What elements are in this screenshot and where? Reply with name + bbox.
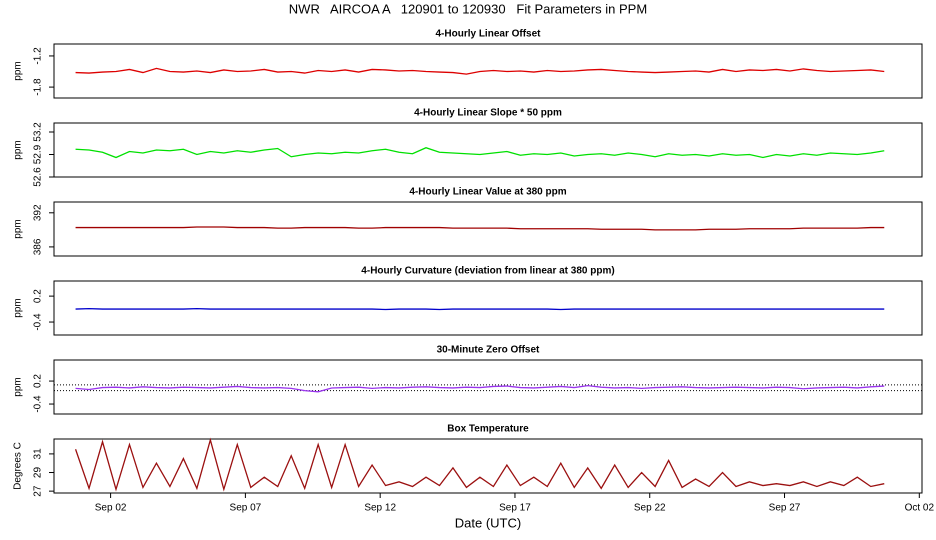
y-tick-label: 386 (33, 238, 44, 255)
y-axis-label: ppm (13, 298, 24, 317)
plot-frame (53, 280, 923, 336)
x-tick-label: Sep 27 (769, 503, 801, 514)
y-axis-label: ppm (13, 61, 24, 80)
y-tick-label: 53.2 (33, 122, 44, 142)
plot-frame (53, 359, 923, 415)
y-tick-label: -0.4 (33, 395, 44, 413)
y-tick-label: 31 (33, 448, 44, 460)
panel-title: 4-Hourly Curvature (deviation from linea… (361, 266, 614, 277)
y-axis-label: ppm (13, 377, 24, 396)
plot-frame (53, 122, 923, 178)
plot-frame (53, 43, 923, 99)
y-tick-label: 0.2 (33, 289, 44, 303)
data-line (74, 437, 885, 492)
data-line (75, 67, 885, 75)
x-tick-label: Oct 02 (905, 503, 935, 514)
panel-title: 30-Minute Zero Offset (437, 345, 540, 356)
x-tick-label: Sep 02 (95, 503, 127, 514)
y-axis-label: Degrees C (13, 442, 24, 490)
y-tick-label: 29 (33, 467, 44, 479)
x-tick-label: Sep 17 (499, 503, 531, 514)
x-tick-label: Sep 22 (634, 503, 666, 514)
panel-title: Box Temperature (447, 424, 529, 435)
data-line (75, 147, 885, 159)
y-tick-label: 52.6 (33, 167, 44, 187)
x-tick-label: Sep 12 (364, 503, 396, 514)
panel-title: 4-Hourly Linear Slope * 50 ppm (414, 108, 562, 119)
y-tick-label: 392 (33, 204, 44, 221)
plot-frame (53, 201, 923, 257)
panel-title: 4-Hourly Linear Offset (435, 29, 541, 40)
y-axis-label: ppm (13, 140, 24, 159)
y-axis-label: ppm (13, 219, 24, 238)
data-line (75, 307, 885, 311)
x-tick-label: Sep 07 (230, 503, 262, 514)
panel-title: 4-Hourly Linear Value at 380 ppm (409, 187, 566, 198)
y-tick-label: -1.2 (33, 47, 44, 65)
y-tick-label: -0.4 (33, 313, 44, 331)
y-tick-label: 27 (33, 485, 44, 497)
page-title: NWR AIRCOA A 120901 to 120930 Fit Parame… (289, 1, 647, 16)
data-line (75, 226, 885, 231)
x-axis-label: Date (UTC) (455, 515, 521, 530)
y-tick-label: 0.2 (33, 374, 44, 388)
y-tick-label: 52.9 (33, 144, 44, 164)
plot-frame (53, 438, 923, 494)
y-tick-label: -1.8 (33, 78, 44, 96)
data-line (75, 385, 885, 393)
